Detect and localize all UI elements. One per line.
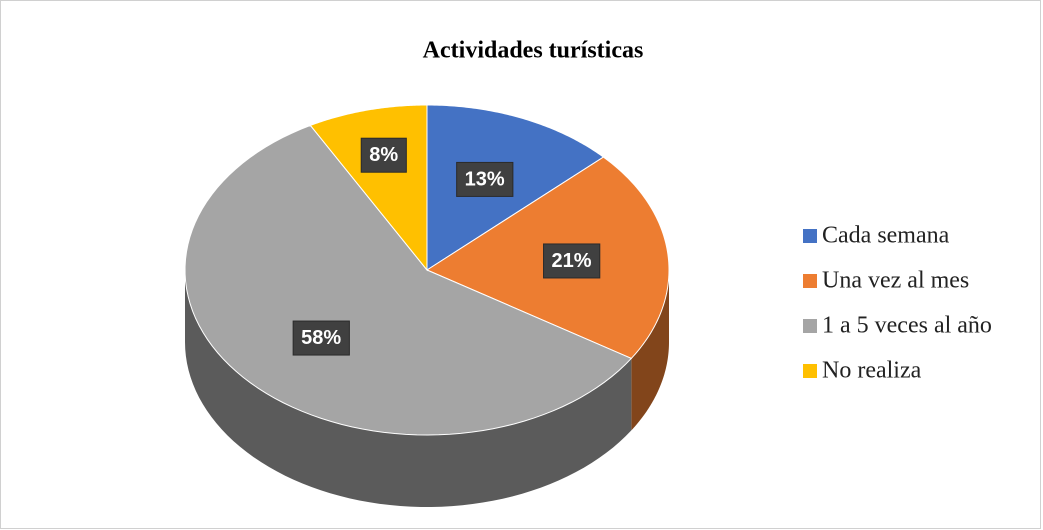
data-label: 13% xyxy=(456,161,514,197)
legend-swatch xyxy=(803,229,817,243)
legend-label: Una vez al mes xyxy=(822,268,969,294)
legend-label: No realiza xyxy=(822,358,922,384)
data-label: 8% xyxy=(360,137,407,173)
legend-label: 1 a 5 veces al año xyxy=(822,313,992,339)
data-label: 58% xyxy=(292,320,350,356)
legend-swatch xyxy=(803,364,817,378)
data-label-text: 58% xyxy=(301,327,341,349)
legend-swatch xyxy=(803,319,817,333)
slice-side xyxy=(631,270,669,431)
slice xyxy=(184,124,633,436)
slice-side xyxy=(185,270,632,507)
data-label-box xyxy=(360,137,407,173)
legend-swatch xyxy=(803,274,817,288)
slice xyxy=(426,104,605,271)
chart-title: Actividades turísticas xyxy=(423,38,644,64)
data-label-box xyxy=(456,161,514,197)
legend-label: Cada semana xyxy=(822,223,950,249)
data-label: 21% xyxy=(543,243,601,279)
data-label-box xyxy=(292,320,350,356)
data-label-box xyxy=(543,243,601,279)
data-label-text: 13% xyxy=(465,168,505,190)
data-label-text: 8% xyxy=(369,144,398,166)
data-label-text: 21% xyxy=(552,250,592,272)
